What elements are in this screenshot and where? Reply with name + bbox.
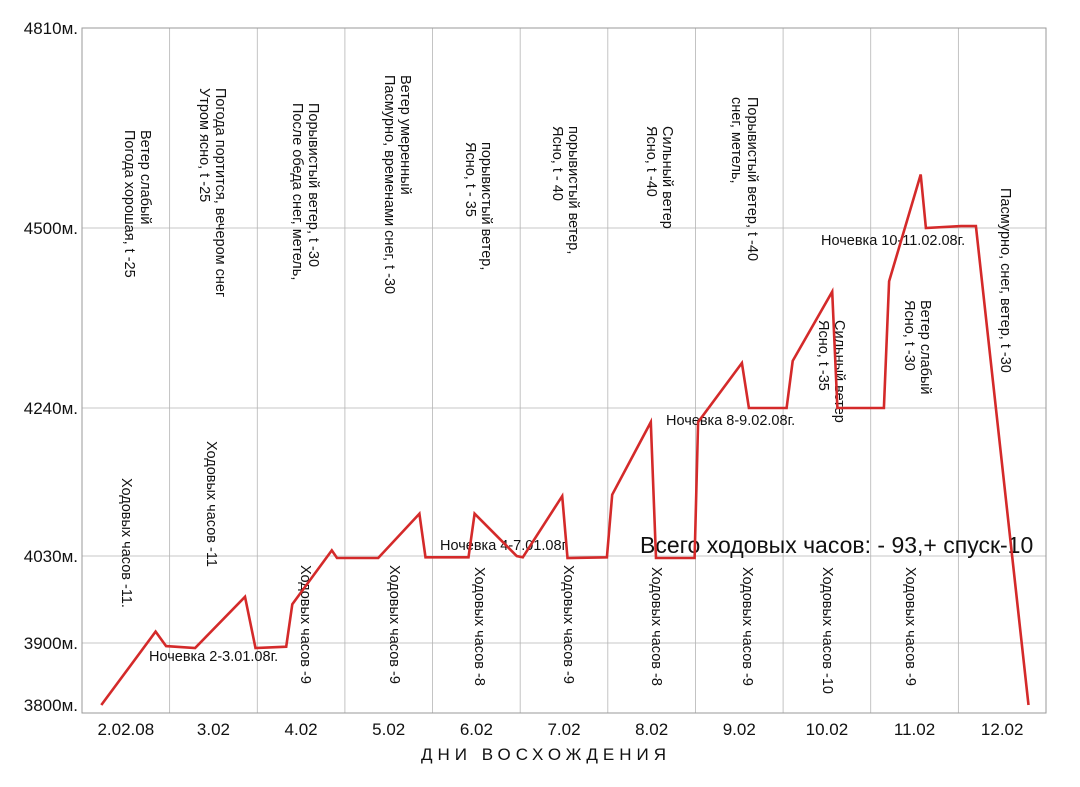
- weather-annotations: Погода хорошая, t -25 Ветер слабый Утром я…: [121, 75, 1013, 423]
- weather-note-line: Ветер слабый: [137, 130, 153, 225]
- walking-hours-note: Ходовых часов -11.: [118, 478, 134, 608]
- walking-hours-note: Ходовых часов -9: [386, 565, 402, 684]
- y-tick-label: 3800м.: [24, 696, 78, 715]
- weather-note: После обеда снег, метель, Порывистый вете…: [289, 103, 321, 280]
- weather-note-line: Погода хорошая, t -25: [121, 130, 137, 278]
- weather-note-line: Ясно, t - 40: [549, 126, 565, 201]
- walking-hours-note-line: Ходовых часов -9: [560, 565, 576, 684]
- walking-hours-note: Ходовых часов -9: [902, 567, 918, 686]
- camp-note: Ночевка 8-9.02.08г.: [666, 413, 795, 429]
- total-hours-annotation: Всего ходовых часов: - 93,+ спуск-10: [640, 532, 1033, 558]
- camp-annotations: Ночевка 2-3.01.08г. Ночевка 4-7.01.08г. Но…: [149, 233, 965, 665]
- camp-note: Ночевка 10-11.02.08г.: [821, 233, 965, 249]
- y-tick-label: 4030м.: [24, 547, 78, 566]
- weather-note-line: Пасмурно, временами снег, t -30: [381, 75, 397, 294]
- x-tick-label: 2.02.08: [97, 720, 154, 739]
- weather-note-line: Ясно, t -40: [643, 126, 659, 197]
- walking-hours-note: Ходовых часов -11: [203, 441, 219, 567]
- camp-note: Ночевка 4-7.01.08г.: [440, 538, 569, 554]
- x-tick-label: 5.02: [372, 720, 405, 739]
- weather-note: Пасмурно, снег, ветер, t -30: [997, 188, 1013, 373]
- weather-note-line: После обеда снег, метель,: [289, 103, 305, 280]
- y-tick-label: 4500м.: [24, 219, 78, 238]
- walking-hours-note: Ходовых часов -8: [471, 567, 487, 686]
- walking-hours-note-line: Ходовых часов -9: [297, 565, 313, 684]
- weather-note-line: Ясно, t -30: [901, 300, 917, 371]
- weather-note-line: Ветер слабый: [917, 300, 933, 395]
- walking-hours-note-line: Ходовых часов -11: [203, 441, 219, 567]
- x-tick-label: 10.02: [806, 720, 849, 739]
- walking-hours-note: Ходовых часов -9: [560, 565, 576, 684]
- x-tick-label: 4.02: [285, 720, 318, 739]
- weather-note: Ясно, t -30 Ветер слабый: [901, 300, 933, 395]
- weather-note-line: снег, метель,: [728, 97, 744, 184]
- weather-note-line: порывистый ветер,: [478, 142, 494, 270]
- x-tick-label: 11.02: [894, 720, 935, 739]
- walking-hours-note: Ходовых часов -8: [648, 567, 664, 686]
- x-tick-label: 12.02: [981, 720, 1024, 739]
- walking-hours-note-line: Ходовых часов -9: [902, 567, 918, 686]
- walking-hours-note: Ходовых часов -9: [739, 567, 755, 686]
- weather-note: Пасмурно, временами снег, t -30 Ветер уме…: [381, 75, 413, 294]
- x-tick-label: 9.02: [723, 720, 756, 739]
- weather-note-line: порывистый ветер,: [565, 126, 581, 254]
- x-axis-label: ДНИ ВОСХОЖДЕНИЯ: [421, 745, 671, 764]
- walking-hours-note-line: Ходовых часов -8: [471, 567, 487, 686]
- weather-note-line: Ясно, t - 35: [462, 142, 478, 217]
- weather-note-line: Погода портится, вечером снег: [212, 88, 228, 297]
- weather-note: снег, метель, Порывистый ветер, t -40: [728, 97, 760, 261]
- weather-note-line: Пасмурно, снег, ветер, t -30: [997, 188, 1013, 373]
- weather-note: Погода хорошая, t -25 Ветер слабый: [121, 130, 153, 278]
- y-tick-label: 3900м.: [24, 634, 78, 653]
- x-tick-label: 7.02: [547, 720, 580, 739]
- altitude-line: [100, 174, 1030, 706]
- weather-note-line: Ясно, t -35: [815, 320, 831, 391]
- weather-note-line: Порывистый ветер, t -40: [744, 97, 760, 261]
- weather-note-line: Порывистый ветер, t -30: [305, 103, 321, 267]
- x-tick-label: 6.02: [460, 720, 493, 739]
- y-axis: 4810м. 4500м. 4240м. 4030м. 3900м. 3800м.: [24, 19, 78, 715]
- walking-hours-note-line: Ходовых часов -9: [386, 565, 402, 684]
- weather-note-line: Ветер умеренный: [397, 75, 413, 195]
- weather-note: Ясно, t -40 Сильный ветер: [643, 126, 675, 229]
- y-tick-label: 4810м.: [24, 19, 78, 38]
- plot-border: [81, 27, 1047, 714]
- camp-note: Ночевка 2-3.01.08г.: [149, 649, 278, 665]
- weather-note-line: Утром ясно, t -25: [196, 88, 212, 202]
- weather-note: Утром ясно, t -25 Погода портится, вечеро…: [196, 88, 228, 297]
- walking-hours-note-line: Ходовых часов -9: [739, 567, 755, 686]
- series: [100, 174, 1030, 706]
- walking-hours-note-line: Ходовых часов -11.: [118, 478, 134, 608]
- weather-note: Ясно, t - 40 порывистый ветер,: [549, 126, 581, 254]
- x-tick-label: 8.02: [635, 720, 668, 739]
- plot-frame: [81, 27, 1047, 714]
- x-axis: 2.02.08 3.02 4.02 5.02 6.02 7.02 8.02 9.02 10.02…: [97, 720, 1023, 739]
- y-tick-label: 4240м.: [24, 399, 78, 418]
- walking-hours-note: Ходовых часов -9: [297, 565, 313, 684]
- walking-hours-note-line: Ходовых часов -8: [648, 567, 664, 686]
- walking-hours-note-line: Ходовых часов -10: [819, 567, 835, 694]
- x-tick-label: 3.02: [197, 720, 230, 739]
- walking-hours-annotations: Ходовых часов -11. Ходовых часов -11 Ходов…: [118, 441, 918, 694]
- walking-hours-note: Ходовых часов -10: [819, 567, 835, 694]
- weather-note: Ясно, t - 35 порывистый ветер,: [462, 142, 494, 270]
- weather-note-line: Сильный ветер: [659, 126, 675, 229]
